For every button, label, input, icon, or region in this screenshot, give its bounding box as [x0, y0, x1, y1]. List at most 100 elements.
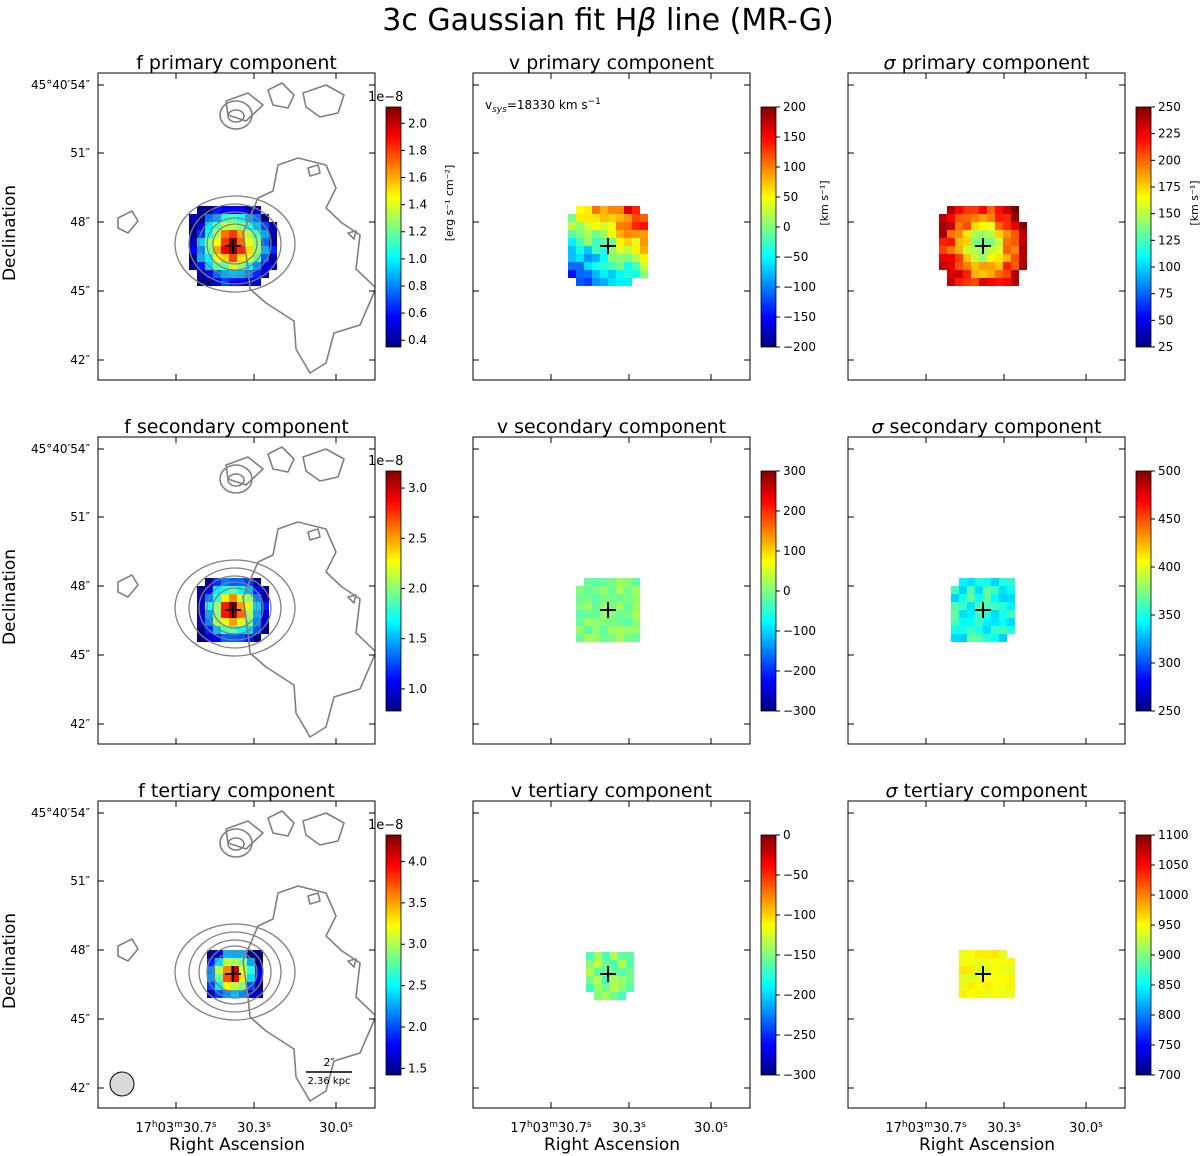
map-pixel — [955, 262, 963, 270]
map-pixel — [205, 602, 213, 610]
map-pixel — [608, 626, 616, 634]
map-pixel — [1003, 278, 1011, 286]
map-pixel — [600, 626, 608, 634]
map-pixel — [967, 594, 975, 602]
map-pixel — [979, 278, 987, 286]
map-pixel — [963, 246, 971, 254]
map-pixel — [618, 992, 626, 1000]
map-pixel — [584, 610, 592, 618]
axes-frame — [847, 436, 1126, 745]
map-pixel — [594, 976, 602, 984]
map-pixel — [624, 586, 632, 594]
map-pixel — [269, 238, 277, 246]
map-pixel — [197, 254, 205, 262]
map-pixel — [229, 222, 237, 230]
colorbar-tick-label: −50 — [783, 250, 808, 264]
scale-bar-label: 2″ — [323, 1056, 334, 1069]
map-pixel — [189, 254, 197, 262]
map-pixel — [971, 214, 979, 222]
contour-line — [227, 473, 245, 487]
map-pixel — [189, 246, 197, 254]
map-pixel — [245, 594, 253, 602]
map-pixel — [955, 278, 963, 286]
map-pixel — [967, 602, 975, 610]
contour-line — [117, 938, 139, 962]
map-pixel — [586, 976, 594, 984]
map-pixel — [213, 594, 221, 602]
map-pixel — [576, 586, 584, 594]
map-pixel — [959, 990, 967, 998]
map-pixel — [610, 968, 618, 976]
map-pixel — [584, 222, 592, 230]
map-pixel — [594, 984, 602, 992]
map-pixel — [197, 222, 205, 230]
map-pixel — [213, 610, 221, 618]
map-pixel — [592, 586, 600, 594]
map-pixel — [967, 634, 975, 642]
colorbar-tick-label: −150 — [783, 948, 816, 962]
dec-tick-label: 45″ — [70, 1012, 90, 1026]
panel-sigma-r1: σ secondary component 500 450 400 350 300 250 — [847, 416, 1181, 745]
map-pixel — [983, 634, 991, 642]
map-pixel — [632, 578, 640, 586]
map-pixel — [967, 982, 975, 990]
colorbar-tick-label: 4.0 — [408, 854, 427, 868]
map-pixel — [616, 246, 624, 254]
map-pixel — [1011, 254, 1019, 262]
map-pixel — [247, 958, 255, 966]
map-pixel — [975, 594, 983, 602]
contour-line — [198, 575, 272, 641]
map-pixel — [632, 206, 640, 214]
map-pixel — [213, 222, 221, 230]
map-pixel — [205, 214, 213, 222]
axes-frame — [472, 436, 751, 745]
map-pixel — [261, 610, 269, 618]
map-pixel — [1011, 238, 1019, 246]
axes-frame — [472, 72, 751, 381]
map-pixel — [616, 626, 624, 634]
map-pixel — [600, 230, 608, 238]
map-pixel — [568, 222, 576, 230]
map-pixel — [586, 960, 594, 968]
map-pixel — [967, 586, 975, 594]
map-pixel — [576, 602, 584, 610]
axes-frame — [97, 800, 376, 1109]
map-pixel — [991, 958, 999, 966]
map-pixel — [624, 626, 632, 634]
map-pixel — [955, 238, 963, 246]
colorbar-tick-label: −100 — [783, 280, 816, 294]
map-pixel — [229, 634, 237, 642]
map-pixel — [983, 950, 991, 958]
colorbar-offset-label: 1e−8 — [368, 90, 403, 105]
panel-sigma-r2: σ tertiary component 17h03m30.7s 30.3s 30.0… — [847, 780, 1189, 1136]
map-pixel — [253, 270, 261, 278]
map-pixel — [624, 270, 632, 278]
map-pixel — [632, 610, 640, 618]
map-pixel — [608, 578, 616, 586]
map-pixel — [1019, 222, 1027, 230]
map-pixel — [624, 278, 632, 286]
map-pixel — [939, 238, 947, 246]
dec-tick-label: 45″ — [70, 648, 90, 662]
map-pixel — [608, 230, 616, 238]
map-pixel — [237, 238, 245, 246]
map-pixel — [231, 982, 239, 990]
map-pixel — [229, 206, 237, 214]
map-pixel — [616, 634, 624, 642]
map-pixel — [205, 254, 213, 262]
map-pixel — [215, 950, 223, 958]
map-pixel — [967, 578, 975, 586]
map-pixel — [955, 246, 963, 254]
colorbar-tick-label: 50 — [783, 190, 798, 204]
map-pixel — [626, 976, 634, 984]
map-pixel — [245, 586, 253, 594]
map-pixel — [624, 254, 632, 262]
map-pixel — [205, 222, 213, 230]
map-pixel — [600, 618, 608, 626]
map-pixel — [616, 578, 624, 586]
panel-v-r1: v secondary component 300 200 100 0 −100 −200 −… — [472, 416, 816, 745]
ra-tick-label: 30.0s — [1069, 1120, 1103, 1136]
map-pixel — [600, 222, 608, 230]
map-pixel — [189, 262, 197, 270]
map-pixel — [205, 238, 213, 246]
